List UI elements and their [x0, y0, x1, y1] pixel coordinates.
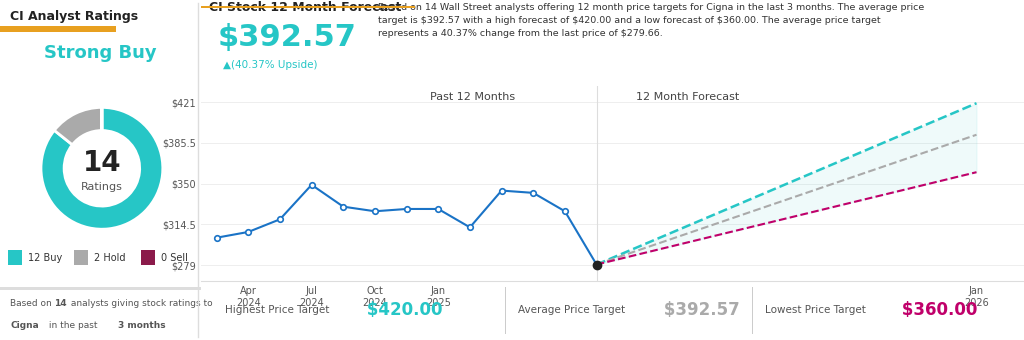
- Text: CI Analyst Ratings: CI Analyst Ratings: [10, 10, 138, 23]
- FancyBboxPatch shape: [505, 287, 506, 334]
- FancyBboxPatch shape: [75, 250, 88, 265]
- Text: in the past: in the past: [46, 321, 100, 330]
- Wedge shape: [41, 107, 163, 229]
- Wedge shape: [54, 107, 101, 145]
- Text: $360.00: $360.00: [896, 301, 978, 319]
- Text: 3 months: 3 months: [119, 321, 166, 330]
- Text: Average Price Target: Average Price Target: [518, 305, 625, 314]
- Text: ▲(40.37% Upside): ▲(40.37% Upside): [223, 60, 317, 70]
- FancyBboxPatch shape: [752, 287, 754, 334]
- Text: Highest Price Target: Highest Price Target: [225, 305, 330, 314]
- Text: Cigna: Cigna: [10, 321, 39, 330]
- Text: Based on 14 Wall Street analysts offering 12 month price targets for Cigna in th: Based on 14 Wall Street analysts offerin…: [378, 3, 924, 38]
- Text: $392.57: $392.57: [217, 23, 356, 52]
- FancyBboxPatch shape: [0, 26, 117, 32]
- Text: 14: 14: [83, 149, 121, 177]
- Text: 14: 14: [54, 299, 67, 308]
- Text: 0 Sell: 0 Sell: [161, 253, 187, 263]
- Text: Strong Buy: Strong Buy: [44, 44, 157, 62]
- Text: $420.00: $420.00: [361, 301, 442, 319]
- Text: $392.57: $392.57: [657, 301, 739, 319]
- Text: Ratings: Ratings: [81, 182, 123, 191]
- Text: 2 Hold: 2 Hold: [94, 253, 126, 263]
- FancyBboxPatch shape: [140, 250, 155, 265]
- FancyBboxPatch shape: [201, 6, 415, 8]
- Text: Lowest Price Target: Lowest Price Target: [765, 305, 865, 314]
- Text: Past 12 Months: Past 12 Months: [430, 92, 515, 102]
- Text: 12 Buy: 12 Buy: [28, 253, 62, 263]
- FancyBboxPatch shape: [8, 250, 23, 265]
- Text: 12 Month Forecast: 12 Month Forecast: [629, 92, 739, 102]
- Text: analysts giving stock ratings to: analysts giving stock ratings to: [69, 299, 213, 308]
- Text: Based on: Based on: [10, 299, 54, 308]
- Text: CI Stock 12 Month Forecast: CI Stock 12 Month Forecast: [209, 1, 401, 14]
- FancyBboxPatch shape: [0, 287, 201, 290]
